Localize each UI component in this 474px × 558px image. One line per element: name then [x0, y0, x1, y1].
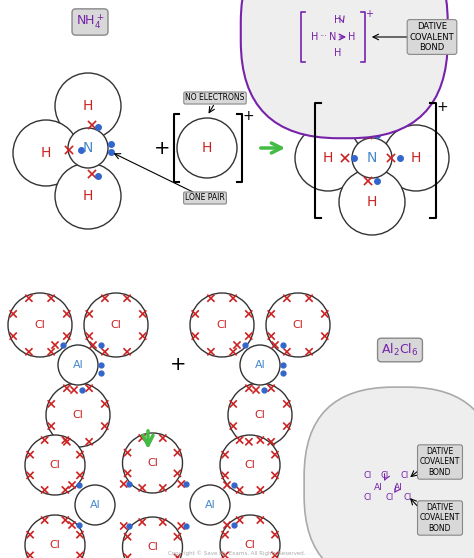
Circle shape [190, 293, 254, 357]
Text: Al$_2$Cl$_6$: Al$_2$Cl$_6$ [381, 342, 419, 358]
Text: DATIVE
COVALENT
BOND: DATIVE COVALENT BOND [410, 22, 454, 52]
Text: DATIVE
COVALENT
BOND: DATIVE COVALENT BOND [420, 447, 460, 477]
Circle shape [46, 383, 110, 447]
Circle shape [295, 125, 361, 191]
Circle shape [220, 435, 280, 495]
Circle shape [228, 383, 292, 447]
Text: ···: ··· [319, 32, 327, 41]
Text: Cl: Cl [110, 320, 121, 330]
Text: Cl: Cl [292, 320, 303, 330]
Text: Cl: Cl [401, 472, 409, 480]
Text: NH$_4^+$: NH$_4^+$ [76, 13, 104, 31]
Circle shape [75, 485, 115, 525]
Text: DATIVE
COVALENT
BOND: DATIVE COVALENT BOND [420, 503, 460, 533]
Text: Cl: Cl [147, 542, 158, 552]
Text: Cl: Cl [73, 410, 83, 420]
Text: H: H [83, 99, 93, 113]
Circle shape [383, 125, 449, 191]
Circle shape [339, 81, 405, 147]
Text: Cl: Cl [50, 540, 61, 550]
Text: Al: Al [255, 360, 265, 370]
Text: LONE PAIR: LONE PAIR [185, 194, 225, 203]
Circle shape [68, 128, 108, 168]
Text: +: + [170, 355, 186, 374]
Text: Al: Al [90, 500, 100, 510]
Text: Cl: Cl [147, 458, 158, 468]
Text: Cl: Cl [245, 460, 255, 470]
Circle shape [55, 163, 121, 229]
Text: Al: Al [374, 483, 383, 492]
Text: Cl: Cl [50, 460, 61, 470]
Circle shape [352, 138, 392, 178]
Text: H: H [411, 151, 421, 165]
Circle shape [25, 515, 85, 558]
Text: H: H [41, 146, 51, 160]
Text: N: N [329, 32, 337, 42]
Text: H: H [323, 151, 333, 165]
Circle shape [220, 515, 280, 558]
Text: Cl: Cl [381, 472, 389, 480]
Circle shape [8, 293, 72, 357]
Circle shape [122, 517, 182, 558]
Circle shape [240, 345, 280, 385]
Circle shape [55, 73, 121, 139]
Text: N: N [367, 151, 377, 165]
Text: NO ELECTRONS: NO ELECTRONS [185, 94, 245, 103]
Circle shape [190, 485, 230, 525]
Text: Al: Al [205, 500, 215, 510]
Circle shape [25, 435, 85, 495]
Text: H: H [367, 195, 377, 209]
Text: H: H [334, 48, 342, 58]
Text: +: + [365, 9, 373, 19]
Circle shape [58, 345, 98, 385]
Text: H: H [348, 32, 356, 42]
Text: H: H [311, 32, 319, 42]
Text: Cl: Cl [386, 493, 394, 503]
Text: Cl: Cl [404, 493, 412, 503]
Text: +: + [242, 109, 254, 123]
Text: Cl: Cl [364, 472, 372, 480]
Text: Cl: Cl [364, 493, 372, 503]
Text: Cl: Cl [35, 320, 46, 330]
Text: Al: Al [393, 483, 402, 492]
Text: Al: Al [73, 360, 83, 370]
Text: H: H [367, 107, 377, 121]
Text: Copyright © Save My Exams. All Rights Reserved.: Copyright © Save My Exams. All Rights Re… [168, 550, 306, 556]
Text: H: H [334, 15, 342, 25]
Circle shape [177, 118, 237, 178]
Text: Cl: Cl [255, 410, 265, 420]
Text: H: H [202, 141, 212, 155]
Circle shape [339, 169, 405, 235]
Text: H: H [83, 189, 93, 203]
Circle shape [13, 120, 79, 186]
Text: Cl: Cl [217, 320, 228, 330]
Circle shape [84, 293, 148, 357]
Text: Cl: Cl [245, 540, 255, 550]
Text: +: + [436, 100, 448, 114]
Circle shape [122, 433, 182, 493]
Text: N: N [83, 141, 93, 155]
Text: +: + [154, 138, 170, 157]
Circle shape [266, 293, 330, 357]
